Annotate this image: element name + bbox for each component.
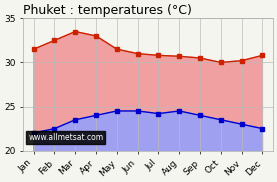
Text: www.allmetsat.com: www.allmetsat.com xyxy=(28,133,103,142)
Text: Phuket : temperatures (°C): Phuket : temperatures (°C) xyxy=(23,4,192,17)
